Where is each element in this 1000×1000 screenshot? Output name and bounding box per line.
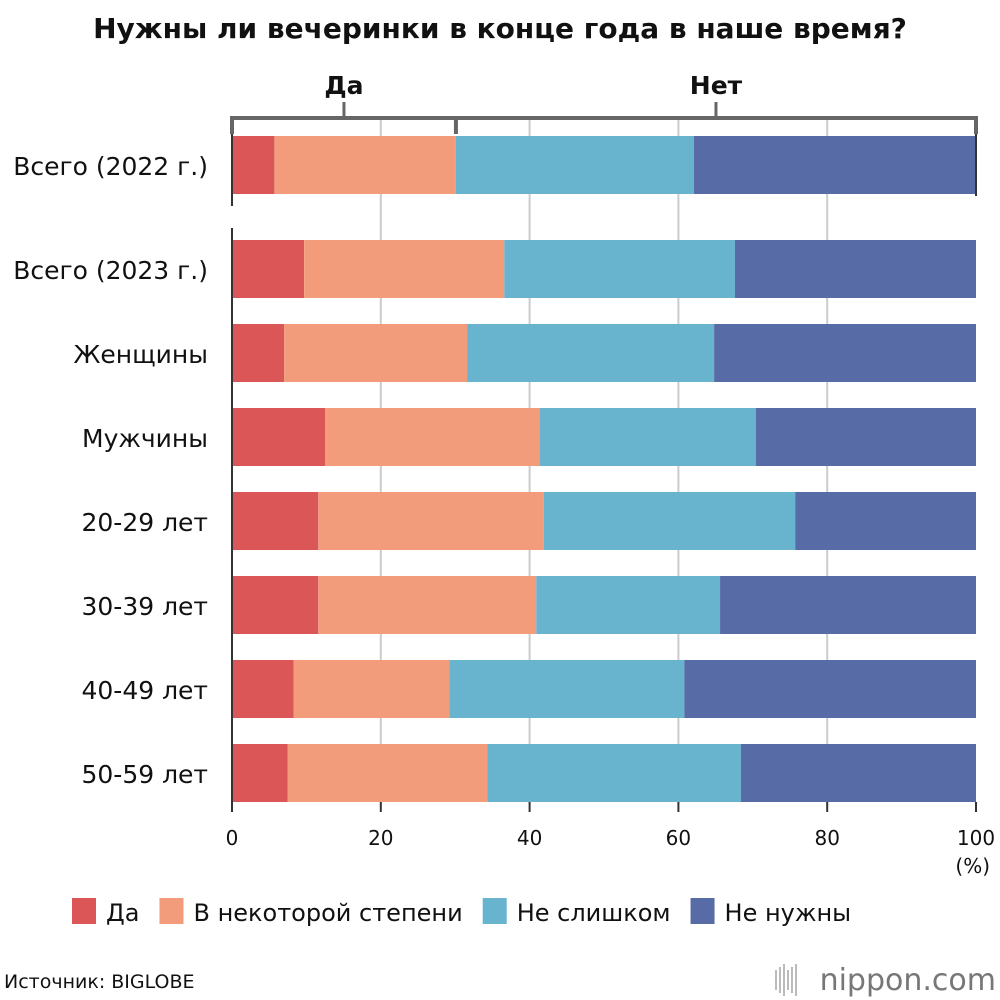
bar-segment <box>287 744 488 802</box>
bar-segment <box>232 660 294 718</box>
bar-segment <box>467 324 715 382</box>
group-bracket <box>230 116 978 134</box>
bar-segment <box>755 408 976 466</box>
unit-label: (%) <box>955 854 990 878</box>
bar-segment <box>740 744 976 802</box>
legend-label: Не нужны <box>725 899 852 927</box>
category-label: 40-49 лет <box>81 676 208 705</box>
bar-segment <box>232 492 319 550</box>
bar-segment <box>232 408 325 466</box>
bar-segment <box>232 744 288 802</box>
bar-segment <box>232 240 305 298</box>
category-label: Всего (2023 г.) <box>13 256 208 285</box>
legend-label: В некоторой степени <box>193 899 462 927</box>
category-label: 20-29 лет <box>81 508 208 537</box>
bar-segment <box>284 324 468 382</box>
bar-segment <box>694 136 976 194</box>
bar-segment <box>714 324 976 382</box>
bar-segment <box>684 660 976 718</box>
category-label: 30-39 лет <box>81 592 208 621</box>
bar-segment <box>325 408 541 466</box>
bar-segment <box>487 744 741 802</box>
bracket-label-yes: Да <box>324 71 363 100</box>
bar-segment <box>536 576 721 634</box>
bar-segment <box>293 660 450 718</box>
bar-segment <box>232 324 285 382</box>
bracket-label-no: Нет <box>690 71 743 100</box>
x-tick-label: 60 <box>666 826 691 850</box>
bar-segment <box>304 240 505 298</box>
bar-segment <box>318 576 537 634</box>
chart-title: Нужны ли вечеринки в конце года в наше в… <box>93 12 907 45</box>
source-note: Источник: BIGLOBE <box>4 971 195 993</box>
nippon-logo: nippon.com <box>820 963 996 998</box>
bar-segment <box>274 136 456 194</box>
bar-segment <box>540 408 756 466</box>
legend-swatch <box>690 898 715 924</box>
x-tick-label: 0 <box>226 826 239 850</box>
x-tick-label: 80 <box>814 826 839 850</box>
bar-segment <box>720 576 976 634</box>
bar-segment <box>795 492 976 550</box>
bar-segment <box>504 240 735 298</box>
category-label: 50-59 лет <box>81 760 208 789</box>
bar-segment <box>318 492 544 550</box>
bar-segment <box>232 136 275 194</box>
legend-swatch <box>72 898 96 924</box>
bar-segment <box>449 660 685 718</box>
category-label: Женщины <box>73 340 208 369</box>
bar-segment <box>734 240 976 298</box>
x-tick-label: 100 <box>957 826 995 850</box>
x-tick-label: 20 <box>368 826 393 850</box>
legend-label: Не слишком <box>517 899 671 927</box>
x-tick-label: 40 <box>517 826 542 850</box>
legend-swatch <box>159 898 184 924</box>
category-label: Мужчины <box>82 424 208 453</box>
bar-segment <box>455 136 695 194</box>
bar-segment <box>543 492 796 550</box>
legend-label: Да <box>106 899 139 927</box>
category-label: Всего (2022 г.) <box>13 152 208 181</box>
bar-segment <box>232 576 319 634</box>
legend-swatch <box>482 898 507 924</box>
